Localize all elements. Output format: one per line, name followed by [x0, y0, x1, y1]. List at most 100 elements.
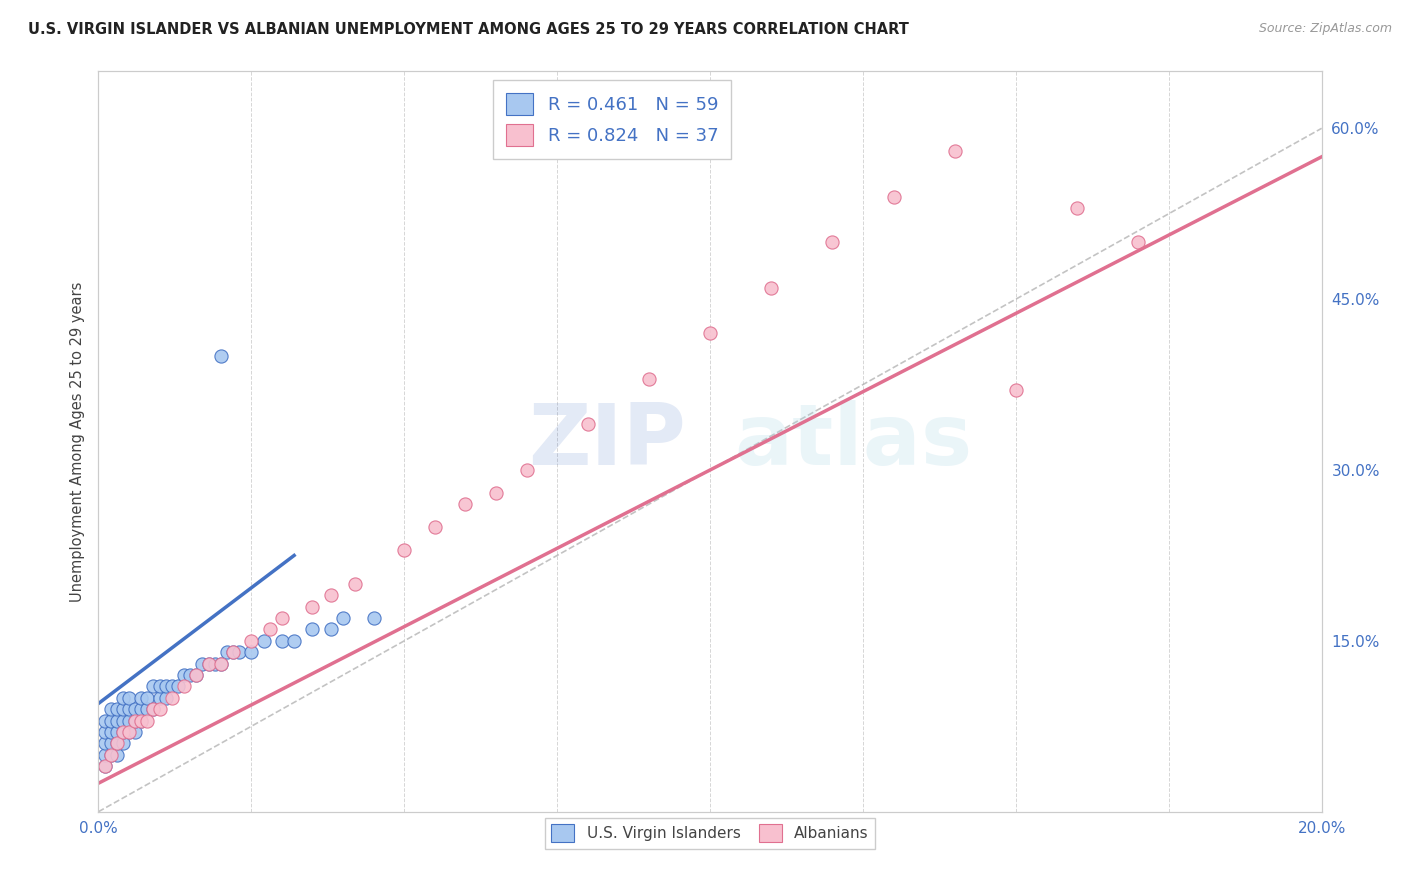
Point: [699, 326, 721, 341]
Point: [118, 725, 141, 739]
Point: [759, 281, 782, 295]
Point: [240, 633, 263, 648]
Point: [301, 623, 323, 637]
Point: [228, 645, 250, 659]
Point: [485, 485, 508, 500]
Point: [118, 714, 141, 728]
Text: U.S. VIRGIN ISLANDER VS ALBANIAN UNEMPLOYMENT AMONG AGES 25 TO 29 YEARS CORRELAT: U.S. VIRGIN ISLANDER VS ALBANIAN UNEMPLO…: [28, 22, 910, 37]
Point: [105, 714, 128, 728]
Point: [111, 690, 134, 705]
Point: [93, 725, 115, 739]
Legend: U.S. Virgin Islanders, Albanians: U.S. Virgin Islanders, Albanians: [546, 818, 875, 848]
Point: [142, 702, 165, 716]
Point: [129, 714, 152, 728]
Point: [155, 690, 177, 705]
Point: [576, 417, 599, 432]
Point: [100, 747, 122, 762]
Point: [1004, 384, 1026, 398]
Y-axis label: Unemployment Among Ages 25 to 29 years: Unemployment Among Ages 25 to 29 years: [69, 281, 84, 602]
Point: [943, 144, 966, 158]
Point: [173, 668, 195, 682]
Point: [142, 702, 165, 716]
Point: [252, 633, 274, 648]
Point: [118, 690, 141, 705]
Point: [93, 747, 115, 762]
Point: [124, 702, 146, 716]
Point: [240, 645, 263, 659]
Point: [363, 611, 385, 625]
Point: [111, 725, 134, 739]
Point: [179, 668, 201, 682]
Text: atlas: atlas: [734, 400, 973, 483]
Point: [160, 680, 183, 694]
Point: [197, 657, 219, 671]
Point: [136, 714, 159, 728]
Point: [209, 349, 232, 363]
Point: [105, 736, 128, 750]
Point: [100, 725, 122, 739]
Text: Source: ZipAtlas.com: Source: ZipAtlas.com: [1258, 22, 1392, 36]
Point: [155, 680, 177, 694]
Point: [222, 645, 245, 659]
Point: [124, 725, 146, 739]
Point: [186, 668, 208, 682]
Point: [1128, 235, 1150, 250]
Point: [129, 690, 152, 705]
Point: [392, 542, 416, 557]
Point: [204, 657, 226, 671]
Point: [118, 725, 141, 739]
Point: [270, 611, 292, 625]
Point: [100, 714, 122, 728]
Point: [124, 714, 146, 728]
Point: [111, 725, 134, 739]
Point: [222, 645, 245, 659]
Point: [93, 714, 115, 728]
Point: [167, 680, 190, 694]
Point: [93, 759, 115, 773]
Point: [118, 702, 141, 716]
Point: [124, 714, 146, 728]
Point: [821, 235, 844, 250]
Point: [111, 702, 134, 716]
Point: [100, 736, 122, 750]
Point: [100, 702, 122, 716]
Point: [186, 668, 208, 682]
Point: [105, 702, 128, 716]
Point: [209, 657, 232, 671]
Point: [191, 657, 214, 671]
Point: [1066, 201, 1088, 215]
Point: [105, 747, 128, 762]
Point: [100, 747, 122, 762]
Point: [197, 657, 219, 671]
Point: [283, 633, 305, 648]
Point: [454, 497, 477, 511]
Point: [111, 714, 134, 728]
Point: [173, 680, 195, 694]
Point: [136, 702, 159, 716]
Point: [93, 759, 115, 773]
Point: [149, 702, 172, 716]
Point: [160, 690, 183, 705]
Point: [149, 680, 172, 694]
Point: [129, 714, 152, 728]
Point: [129, 702, 152, 716]
Point: [93, 736, 115, 750]
Point: [637, 372, 661, 386]
Text: ZIP: ZIP: [527, 400, 686, 483]
Point: [215, 645, 238, 659]
Point: [332, 611, 354, 625]
Point: [136, 690, 159, 705]
Point: [516, 463, 538, 477]
Point: [423, 520, 446, 534]
Point: [319, 623, 342, 637]
Point: [319, 588, 342, 602]
Point: [883, 189, 905, 203]
Point: [142, 680, 165, 694]
Point: [259, 623, 281, 637]
Point: [149, 690, 172, 705]
Point: [111, 736, 134, 750]
Point: [105, 725, 128, 739]
Point: [209, 657, 232, 671]
Point: [301, 599, 323, 614]
Point: [270, 633, 292, 648]
